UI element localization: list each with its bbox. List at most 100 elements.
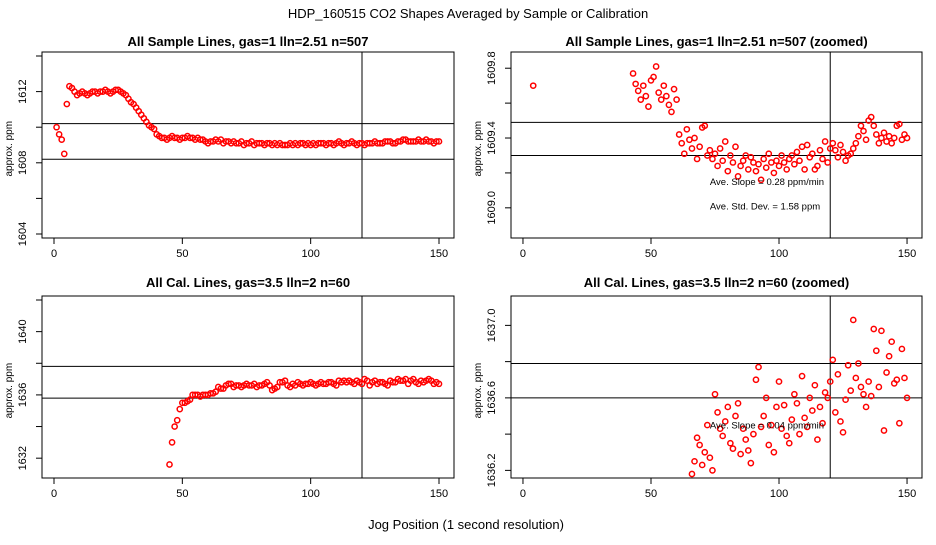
y-tick-label: 1609.0 [486, 191, 498, 225]
y-tick-label: 1636 [17, 383, 29, 407]
data-point [696, 143, 703, 151]
data-point [806, 394, 814, 402]
data-point [760, 412, 768, 420]
data-point [839, 428, 847, 436]
data-point [862, 136, 870, 144]
data-point [701, 448, 709, 456]
data-point [171, 423, 178, 430]
panel-title: All Cal. Lines, gas=3.5 lln=2 n=60 [146, 275, 350, 290]
x-tick-label: 0 [520, 488, 526, 500]
data-point [744, 166, 752, 173]
data-point [755, 160, 762, 168]
data-point [703, 421, 711, 429]
plot-area [511, 296, 922, 478]
data-point [637, 96, 645, 103]
data-point [834, 153, 842, 161]
data-point [821, 138, 829, 145]
data-point [793, 148, 801, 156]
data-point [793, 399, 801, 407]
x-tick-label: 150 [430, 488, 448, 500]
data-point [757, 176, 765, 184]
data-point [655, 89, 663, 96]
data-point [875, 139, 883, 147]
y-tick-label: 1609.4 [486, 121, 498, 155]
data-point [747, 153, 755, 161]
data-point [770, 169, 778, 177]
data-point [808, 407, 816, 414]
data-point [775, 162, 783, 170]
y-tick-label: 1604 [17, 222, 29, 246]
data-point [778, 152, 785, 159]
data-point [711, 390, 719, 398]
data-point [808, 150, 816, 158]
data-point [724, 167, 732, 175]
data-point [639, 82, 647, 90]
data-point [652, 63, 660, 70]
x-tick-label: 50 [176, 488, 188, 500]
y-tick-label: 1636.2 [486, 454, 498, 488]
data-point [780, 401, 788, 409]
data-point [173, 416, 181, 424]
y-axis-label: approx. ppm [473, 363, 484, 419]
panel-2: All Sample Lines, gas=1 lln=2.51 n=507 (… [473, 34, 923, 260]
data-point [814, 162, 821, 170]
data-point [711, 150, 719, 158]
panel-title: All Cal. Lines, gas=3.5 lln=2 n=60 (zoom… [584, 275, 850, 290]
data-point [819, 419, 826, 427]
data-point [890, 134, 898, 142]
annotation-text: Ave. Slope = 0.04 ppm/min [710, 421, 824, 432]
data-point [837, 141, 844, 149]
data-point [803, 141, 811, 149]
data-point [880, 427, 888, 434]
data-point [645, 103, 652, 110]
data-point [389, 378, 397, 386]
x-tick-label: 100 [301, 488, 319, 500]
data-point [872, 131, 880, 138]
y-tick-label: 1632 [17, 446, 29, 470]
data-point [842, 396, 849, 404]
data-point [767, 421, 775, 429]
panel-3: All Cal. Lines, gas=3.5 lln=2 n=60 0 50 100… [4, 275, 455, 500]
data-point [734, 173, 742, 180]
data-point [435, 380, 443, 388]
data-point [773, 403, 780, 411]
data-point [691, 134, 698, 142]
data-point [783, 432, 791, 440]
plot-frame [510, 51, 923, 239]
data-point [778, 425, 785, 433]
data-point [629, 70, 637, 77]
data-point [760, 155, 768, 163]
data-point [824, 394, 832, 402]
x-tick-label: 50 [645, 488, 657, 500]
data-point [739, 157, 747, 165]
data-point [816, 146, 824, 154]
data-point [770, 448, 778, 456]
annotation-text: Ave. Slope = 0.28 ppm/min [710, 177, 824, 188]
data-point [166, 461, 173, 468]
data-point [217, 385, 225, 392]
data-point [803, 423, 811, 431]
data-point [732, 412, 739, 420]
data-point [903, 394, 911, 402]
data-point [824, 159, 832, 166]
data-point [870, 325, 878, 333]
data-point [732, 143, 739, 151]
data-point [857, 383, 865, 391]
y-tick-label: 1612 [17, 79, 29, 103]
data-point [878, 134, 885, 142]
data-point [762, 164, 770, 172]
data-point [691, 457, 698, 465]
y-axis-label: approx. ppm [4, 121, 15, 177]
data-point [783, 166, 791, 173]
data-point [819, 155, 826, 163]
data-point [435, 138, 443, 145]
data-point [721, 138, 729, 145]
data-point [744, 447, 752, 454]
y-tick-label: 1608 [17, 151, 29, 175]
data-point [814, 436, 821, 443]
data-point [847, 387, 855, 394]
data-point [701, 122, 709, 130]
data-point [775, 378, 783, 385]
data-point [896, 120, 903, 128]
data-point [842, 157, 849, 165]
